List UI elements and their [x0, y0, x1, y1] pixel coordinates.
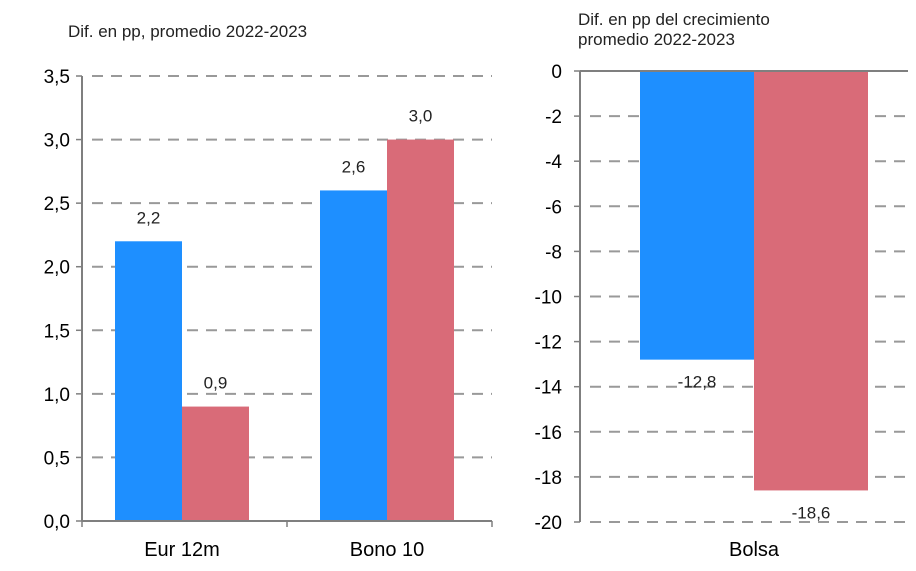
right-y-tick-label: -4 — [545, 152, 562, 173]
left-bar — [320, 190, 387, 521]
left-data-label: 2,2 — [137, 208, 161, 227]
right-y-tick-label: -6 — [545, 197, 562, 218]
right-y-tick-label: -10 — [535, 288, 562, 309]
left-data-label: 0,9 — [204, 374, 228, 393]
right-category-label: Bolsa — [729, 539, 780, 561]
right-y-tick-label: -20 — [535, 513, 562, 534]
left-category-label: Bono 10 — [350, 539, 425, 561]
right-y-tick-label: -16 — [535, 423, 562, 444]
left-y-tick-label: 3,5 — [44, 67, 70, 88]
left-bar — [115, 241, 182, 522]
right-bar — [640, 71, 754, 360]
right-y-tick-label: -2 — [545, 107, 562, 128]
left-data-label: 3,0 — [409, 107, 433, 126]
left-bar — [182, 406, 249, 521]
right-y-tick-label: -8 — [545, 242, 562, 263]
right-data-label: -18,6 — [792, 503, 831, 522]
left-data-label: 2,6 — [342, 157, 366, 176]
right-y-tick-label: -14 — [535, 378, 563, 399]
left-y-tick-label: 0,0 — [44, 512, 70, 533]
right-y-tick-label: -18 — [535, 468, 562, 489]
left-y-tick-label: 0,5 — [44, 448, 70, 469]
left-y-tick-label: 3,0 — [44, 131, 70, 152]
right-y-tick-label: 0 — [551, 62, 562, 83]
right-bar — [754, 71, 868, 491]
left-category-label: Eur 12m — [144, 539, 220, 561]
left-y-tick-label: 1,5 — [44, 321, 70, 342]
left-y-tick-label: 1,0 — [44, 385, 70, 406]
right-chart-axis-title: Dif. en pp del crecimiento promedio 2022… — [578, 10, 770, 49]
left-y-tick-label: 2,0 — [44, 258, 70, 279]
left-chart-axis-title: Dif. en pp, promedio 2022-2023 — [68, 22, 308, 41]
right-data-label: -12,8 — [678, 373, 717, 392]
right-y-tick-label: -12 — [535, 333, 562, 354]
left-bar — [387, 139, 454, 522]
left-y-tick-label: 2,5 — [44, 194, 70, 215]
